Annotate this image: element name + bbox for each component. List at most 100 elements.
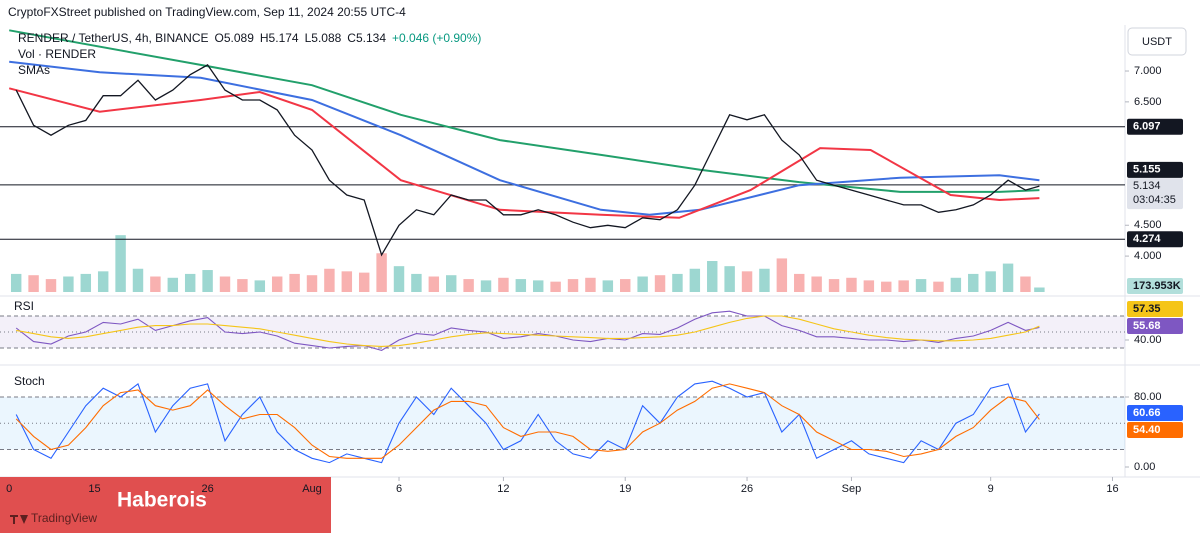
volume-bar <box>950 277 962 292</box>
volume-bar <box>933 281 944 292</box>
x-tick-label: 12 <box>497 483 509 495</box>
y-tick-label: 7.000 <box>1134 65 1162 77</box>
volume-bar <box>724 266 735 292</box>
volume-bar <box>10 273 22 292</box>
x-tick-label: 16 <box>1106 483 1118 495</box>
stoch-label: Stoch <box>14 374 45 388</box>
symbol-line: RENDER / TetherUS, 4h, BINANCE O5.089 H5.1… <box>18 31 481 45</box>
x-tick-label: Sep <box>842 483 862 495</box>
volume-bar <box>846 277 857 292</box>
volume-bar <box>45 279 57 292</box>
volume-bar <box>376 253 387 292</box>
series-line <box>9 29 1040 193</box>
volume-bar <box>463 279 474 292</box>
volume-bar <box>428 276 440 292</box>
volume-bar <box>741 271 753 292</box>
x-tick-label: 26 <box>201 483 213 495</box>
price-tag-box <box>1127 118 1183 135</box>
published-line: CryptoFXStreet published on TradingView.… <box>8 5 406 19</box>
volume-bar <box>637 276 648 292</box>
volume-bar <box>550 281 561 292</box>
x-tick-label: 15 <box>88 483 100 495</box>
volume-bar <box>1002 263 1014 292</box>
volume-bar <box>237 279 248 292</box>
price-tag-box <box>1127 301 1183 317</box>
y-tick-label: 4.500 <box>1134 219 1162 231</box>
volume-bar <box>533 280 544 292</box>
logo-icon <box>10 515 28 524</box>
volume-bar <box>341 271 353 292</box>
y-tick-label: 6.500 <box>1134 96 1162 108</box>
series-line <box>16 315 1040 347</box>
price-tag-box <box>1127 422 1183 438</box>
close: C5.134 <box>347 31 386 45</box>
volume-bar <box>515 279 527 292</box>
series-line <box>15 383 1040 459</box>
price-tag: 4.274 <box>1133 233 1161 245</box>
price-tag: 54.40 <box>1133 424 1161 436</box>
price-tag-box <box>1127 231 1183 248</box>
volume-bar <box>585 277 596 292</box>
volume-bar <box>324 268 335 292</box>
symbol: RENDER / TetherUS, 4h, BINANCE <box>18 31 209 45</box>
watermark: Haberois <box>117 489 207 512</box>
volume-bar <box>776 258 788 292</box>
volume-bar <box>115 235 126 292</box>
countdown: 03:04:35 <box>1133 194 1176 206</box>
volume-bar <box>289 273 300 292</box>
volume-bar <box>898 280 909 292</box>
volume-bar <box>411 273 422 292</box>
rsi-label: RSI <box>14 299 34 313</box>
volume-bar <box>828 279 840 292</box>
series-line <box>8 87 1040 219</box>
stoch-band <box>0 396 1125 450</box>
high: H5.174 <box>260 31 299 45</box>
volume-bar <box>498 277 509 292</box>
volume-bar <box>393 266 405 292</box>
volume-bar <box>1034 287 1045 292</box>
volume-bar <box>811 276 822 292</box>
x-tick-label: 26 <box>741 483 753 495</box>
volume-bar <box>28 275 39 292</box>
volume-bar <box>271 276 283 292</box>
price-tag: 60.66 <box>1133 407 1161 419</box>
price-tag: 6.097 <box>1133 121 1161 133</box>
price-tag: 173.953K <box>1133 280 1181 292</box>
watermark-box <box>0 477 331 533</box>
volume-bar <box>219 276 231 292</box>
volume-bar <box>602 280 614 292</box>
change: +0.046 (+0.90%) <box>392 31 481 45</box>
volume-bar <box>1020 276 1031 292</box>
last-price: 5.134 <box>1133 180 1161 192</box>
x-tick-label: 9 <box>988 483 994 495</box>
currency[interactable]: USDT <box>1142 36 1172 48</box>
volume-bar <box>132 268 144 292</box>
volume-bar <box>306 275 318 292</box>
volume-bar <box>672 273 683 292</box>
x-tick-label: 19 <box>619 483 631 495</box>
volume-bar <box>184 273 196 292</box>
volume-bar <box>445 275 457 292</box>
volume-label: Vol · RENDER <box>18 47 96 61</box>
currency-box[interactable] <box>1127 27 1187 56</box>
open: O5.089 <box>215 31 255 45</box>
series-line <box>9 60 1040 216</box>
y-tick-label: 0.00 <box>1134 461 1155 473</box>
low: L5.088 <box>305 31 342 45</box>
volume-bar <box>620 279 631 292</box>
volume-bar <box>707 261 718 292</box>
price-line <box>15 64 1040 257</box>
volume-bar <box>567 279 579 292</box>
last-price-box <box>1127 178 1183 210</box>
x-tick-label: Aug <box>302 483 322 495</box>
logo-text: TradingView <box>31 511 97 525</box>
volume-bar <box>480 280 492 292</box>
volume-bar <box>97 271 109 292</box>
volume-bar <box>759 268 770 292</box>
sma-label: SMAs <box>18 63 50 77</box>
price-tag: 5.155 <box>1133 164 1161 176</box>
volume-bar <box>150 276 161 292</box>
y-tick-label: 80.00 <box>1134 391 1162 403</box>
